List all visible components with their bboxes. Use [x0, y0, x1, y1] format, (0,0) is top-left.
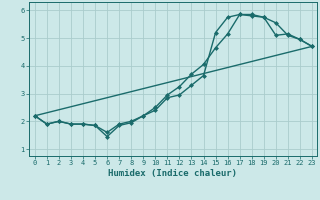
- X-axis label: Humidex (Indice chaleur): Humidex (Indice chaleur): [108, 169, 237, 178]
